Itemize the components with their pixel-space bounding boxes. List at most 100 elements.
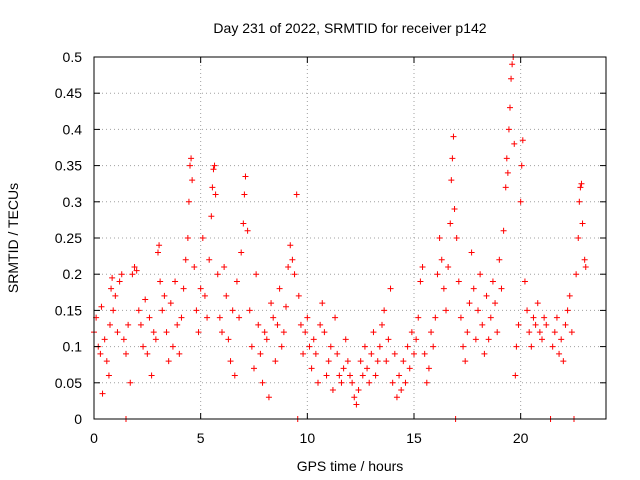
data-point <box>543 321 550 328</box>
data-point <box>174 321 181 328</box>
data-point <box>110 307 117 314</box>
data-point <box>549 343 556 350</box>
data-point <box>359 372 366 379</box>
data-point <box>165 358 172 365</box>
data-point <box>413 336 420 343</box>
data-point <box>206 256 213 263</box>
data-point <box>492 300 499 307</box>
data-point <box>107 321 113 328</box>
data-point <box>370 329 377 336</box>
data-point <box>534 300 541 307</box>
data-point <box>127 379 134 386</box>
y-tick-label: 0.45 <box>55 85 82 101</box>
y-axis-label: SRMTID / TECUs <box>5 183 21 293</box>
y-tick-label: 0.5 <box>63 49 83 65</box>
data-point <box>464 329 471 336</box>
y-tick-label: 0.35 <box>55 158 82 174</box>
data-point <box>210 166 217 173</box>
data-point <box>209 184 216 191</box>
data-point <box>453 235 460 241</box>
data-point <box>536 329 543 336</box>
data-point <box>287 242 294 249</box>
data-point <box>105 372 112 379</box>
data-point <box>455 278 462 285</box>
data-point <box>98 303 105 310</box>
data-point <box>355 387 362 394</box>
data-point <box>157 278 164 285</box>
data-point <box>180 285 187 292</box>
data-point <box>496 256 503 263</box>
data-point <box>494 329 501 336</box>
data-point <box>193 307 200 314</box>
data-point <box>306 343 313 350</box>
data-point <box>248 343 255 350</box>
data-point <box>438 256 445 263</box>
data-point <box>479 321 486 328</box>
data-point <box>517 198 524 205</box>
data-point <box>353 401 360 408</box>
data-point <box>582 263 589 270</box>
data-point <box>268 300 275 307</box>
x-tick-label: 10 <box>300 430 316 446</box>
data-point <box>573 271 580 278</box>
data-point <box>357 358 364 365</box>
data-point <box>487 314 494 321</box>
data-point <box>541 314 548 321</box>
data-point <box>204 314 211 321</box>
data-point <box>466 300 473 307</box>
data-point <box>509 61 516 68</box>
data-point <box>172 278 179 285</box>
data-point <box>530 314 537 321</box>
data-point <box>195 329 202 336</box>
y-tick-label: 0.25 <box>55 230 82 246</box>
data-point <box>123 350 129 357</box>
data-point <box>142 296 149 303</box>
data-point <box>556 350 563 357</box>
data-point <box>216 314 223 321</box>
data-point <box>225 336 232 343</box>
data-point <box>340 365 347 372</box>
data-point <box>182 256 189 263</box>
data-point <box>169 343 176 350</box>
data-point <box>302 329 309 336</box>
data-point <box>460 343 467 350</box>
data-point <box>432 314 439 321</box>
data-point <box>423 379 430 386</box>
data-point <box>329 387 336 394</box>
data-point <box>189 177 196 184</box>
data-point <box>211 162 218 169</box>
data-point <box>376 343 383 350</box>
data-point <box>361 343 368 350</box>
data-point <box>178 314 185 321</box>
data-point <box>389 379 396 386</box>
data-point <box>227 358 234 365</box>
data-point <box>212 191 219 198</box>
data-point <box>308 365 315 372</box>
data-point <box>233 278 240 285</box>
data-point <box>236 314 243 321</box>
data-point <box>368 350 375 357</box>
data-point <box>332 314 339 321</box>
data-point <box>293 191 300 198</box>
data-point <box>323 372 330 379</box>
data-point <box>219 329 225 336</box>
data-point <box>489 278 496 285</box>
data-point <box>387 285 394 292</box>
data-point <box>265 394 272 401</box>
data-point <box>152 336 159 343</box>
data-point <box>450 133 457 140</box>
data-point <box>295 292 302 299</box>
data-point <box>156 242 163 249</box>
data-point <box>184 235 191 241</box>
data-point <box>319 300 326 307</box>
data-point <box>223 292 230 299</box>
data-point <box>112 292 119 299</box>
data-point <box>579 220 586 227</box>
data-point <box>440 285 447 292</box>
data-point <box>503 155 510 162</box>
data-point <box>229 307 236 314</box>
data-point <box>560 358 567 365</box>
data-point <box>246 307 253 314</box>
x-tick-label: 5 <box>197 430 205 446</box>
